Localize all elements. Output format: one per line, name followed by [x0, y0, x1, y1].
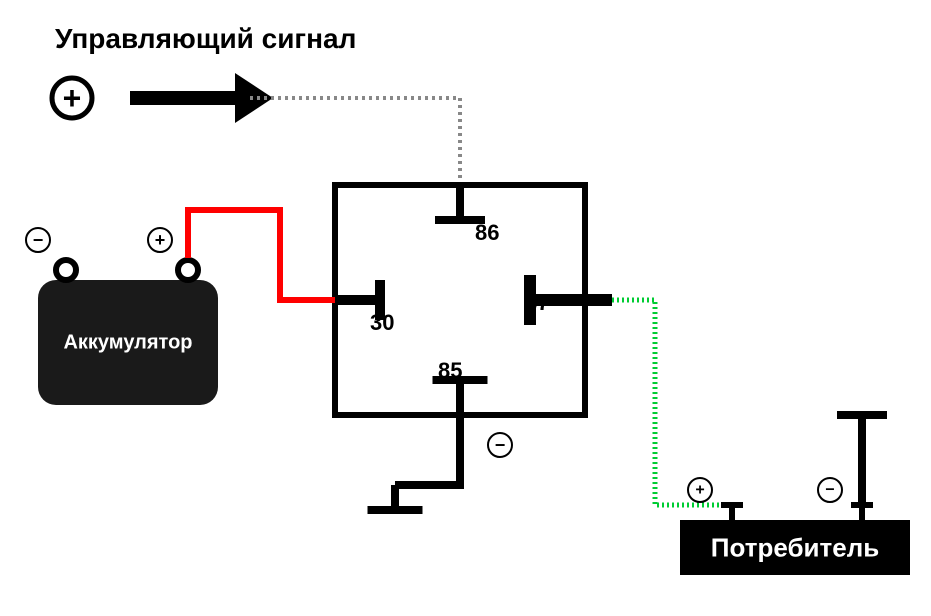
- pin-85-label: 85: [438, 358, 462, 383]
- polarity-label: −: [825, 482, 834, 499]
- polarity-label: +: [695, 482, 704, 499]
- polarity-label: +: [155, 230, 166, 250]
- battery-label: Аккумулятор: [63, 332, 192, 354]
- pin-86-label: 86: [475, 220, 499, 245]
- polarity-label: −: [495, 435, 506, 455]
- pin-87-label: 87: [525, 290, 549, 315]
- consumer-label: Потребитель: [711, 533, 879, 563]
- title-label: Управляющий сигнал: [55, 23, 356, 54]
- polarity-label: +: [63, 80, 82, 116]
- polarity-label: −: [33, 230, 44, 250]
- pin-30-label: 30: [370, 310, 394, 335]
